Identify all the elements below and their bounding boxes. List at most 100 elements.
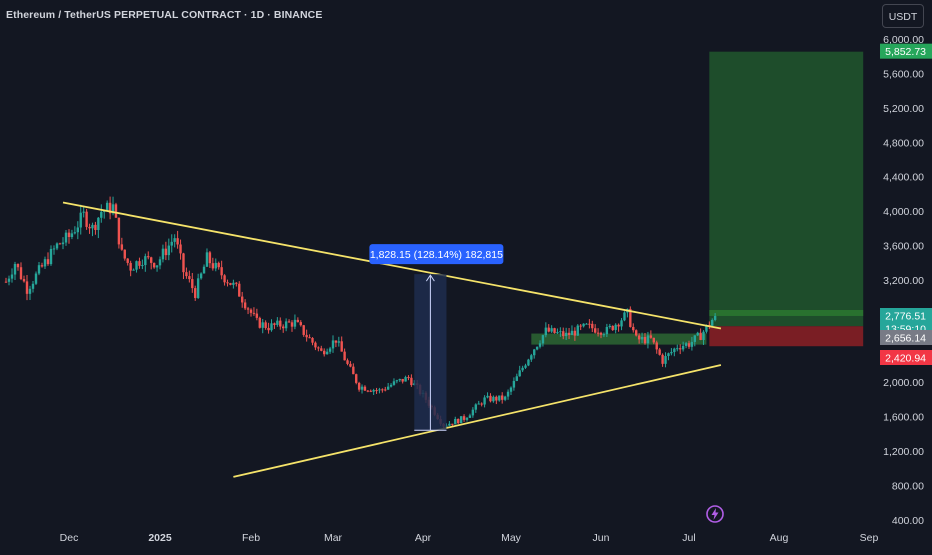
candle-body [702,331,705,340]
support-zone [531,333,707,345]
profit-zone-active [709,309,864,316]
candle-body [448,423,451,426]
candle-body [477,403,480,405]
candle-body [111,204,115,214]
candle-body [398,378,401,381]
candle-body [713,315,717,320]
candle-body [541,335,545,344]
candle-body [503,396,507,400]
candle-body [129,262,132,271]
candle-body [217,262,220,268]
candle-body [147,256,150,258]
measure-arrow-head [425,274,435,282]
y-tick-label: 5,600.00 [883,68,924,80]
candle-body [25,281,29,294]
zones-layer [531,51,864,347]
candle-body [591,323,594,329]
y-tick-label: 2,000.00 [883,377,924,389]
candle-body [562,331,565,337]
candle-body [640,336,644,340]
candle-body [340,341,343,352]
candle-body [474,404,477,410]
candle-body [664,356,667,364]
measure-label: 1,828.15 (128.14%) 182,815 [370,249,503,261]
candle-body [249,309,253,313]
candle-body [676,348,679,350]
candle-body [308,337,311,339]
candle-body [328,348,332,352]
candle-body [220,267,223,276]
candle-body [360,386,364,390]
candle-body [67,232,71,238]
candle-body [34,273,38,284]
x-tick-label: Mar [324,532,343,544]
candle-body [547,327,550,332]
lightning-icon[interactable] [705,504,725,524]
y-tick-label: 1,600.00 [883,412,924,424]
candle-body [246,308,250,310]
candle-body [144,256,147,266]
candle-body [369,390,372,392]
candle-body [570,330,574,336]
candle-body [673,348,676,353]
candle-body [533,349,536,356]
candle-body [372,390,375,392]
candle-body [52,248,56,250]
candle-body [243,302,247,309]
candle-body [258,317,261,328]
candle-body [684,343,688,346]
x-tick-label: Apr [415,532,432,544]
candle-body [199,273,203,279]
candle-body [290,322,294,327]
candle-body [535,346,539,350]
candle-body [521,367,524,371]
candle-body [679,348,682,350]
price-label-stop: 2,420.94 [885,352,926,364]
candle-body [386,386,390,390]
candle-body [267,327,270,331]
candle-body [643,336,647,344]
currency-button[interactable]: USDT [882,4,924,28]
candle-body [279,320,282,327]
x-tick-label: Dec [60,532,79,544]
candle-body [58,243,62,245]
candle-body [49,248,53,265]
candle-body [457,418,460,424]
candle-body [317,347,320,349]
candle-body [527,359,530,366]
candle-body [699,332,702,340]
price-label-last: 2,776.51 [885,310,926,322]
candle-body [28,288,32,294]
x-tick-label: May [501,532,522,544]
candle-body [208,252,212,264]
candle-body [355,374,358,383]
candle-body [13,263,17,275]
y-tick-label: 4,800.00 [883,137,924,149]
candle-body [320,348,323,351]
candle-body [392,381,396,385]
candle-body [235,282,238,284]
candle-body [302,325,305,335]
candle-body [10,274,14,279]
candle-body [608,325,611,328]
candle-body [605,327,609,335]
candle-body [410,377,413,386]
candle-body [553,328,556,333]
price-label-target-bg [880,43,932,59]
candle-body [188,276,191,280]
candle-body [170,241,173,246]
candle-body [483,397,486,405]
candle-body [273,323,276,325]
candle-body [632,326,635,331]
candle-body [55,243,59,249]
candle-body [462,416,466,420]
candle-body [255,313,259,318]
candle-body [629,308,632,327]
candle-body [152,262,156,268]
candle-body [512,380,516,388]
x-tick-label: Jul [682,532,695,544]
candle-body [4,281,8,283]
